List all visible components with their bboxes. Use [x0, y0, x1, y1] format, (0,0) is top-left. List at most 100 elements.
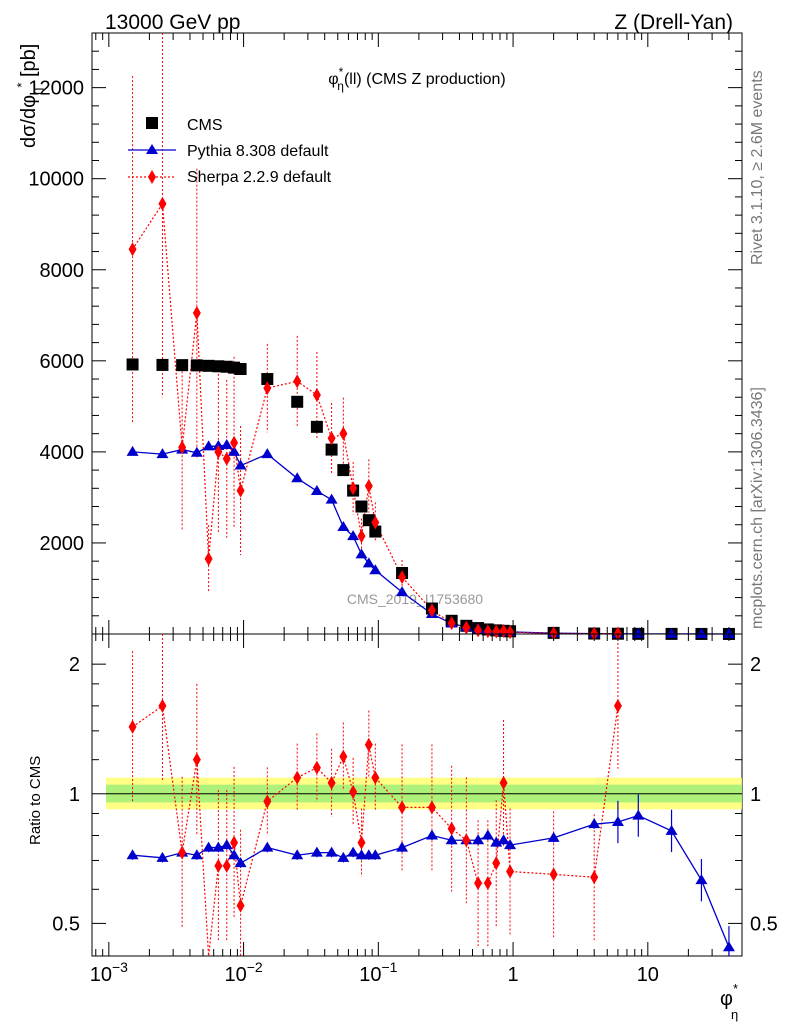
sherpa-point	[462, 620, 471, 635]
sherpa-ratio-point	[178, 845, 187, 860]
pythia-ratio-point	[665, 824, 678, 835]
pythia-point	[355, 548, 368, 559]
pythia-ratio-point	[504, 839, 517, 850]
pythia-point	[261, 448, 274, 459]
cms-point	[310, 420, 323, 433]
pythia-ratio-point	[310, 846, 323, 857]
sherpa-ratio-point	[499, 775, 508, 790]
sherpa-ratio-point	[312, 760, 321, 775]
sherpa-ratio-point	[128, 719, 137, 734]
pythia-ratio-point	[325, 846, 338, 857]
ratio-y-tick-label: 2	[750, 654, 761, 676]
pythia-point	[722, 627, 735, 638]
sherpa-ratio-point	[506, 864, 515, 879]
sherpa-point	[263, 381, 272, 396]
cms-point	[337, 464, 350, 477]
sherpa-point	[312, 387, 321, 402]
sherpa-point	[349, 481, 358, 496]
sherpa-ratio-point	[447, 821, 456, 836]
mcplots-reference-text: mcplots.cern.ch [arXiv:1306.3436]	[749, 387, 766, 629]
sherpa-ratio-point	[371, 770, 380, 785]
y-tick-label: 2000	[40, 533, 85, 555]
y-tick-label: 6000	[40, 351, 85, 373]
sherpa-ratio-point	[158, 698, 167, 713]
y-tick-label: 12000	[28, 78, 84, 100]
sherpa-point	[506, 625, 515, 640]
cms-point	[202, 359, 215, 372]
ratio-y-tick-label: 1	[69, 784, 80, 806]
pythia-point	[665, 627, 678, 638]
cms-point	[126, 358, 139, 371]
sherpa-ratio-point	[462, 833, 471, 848]
pythia-ratio-point	[547, 831, 560, 842]
sherpa-point	[158, 196, 167, 211]
sherpa-point	[236, 483, 245, 498]
y-tick-label: 4000	[40, 442, 85, 464]
main-panel-title: φ* η(ll) (CMS Z production)	[328, 65, 506, 93]
sherpa-ratio-point	[590, 870, 599, 885]
pythia-point	[156, 448, 169, 459]
sherpa-ratio-point	[492, 856, 501, 871]
sherpa-ratio-point	[549, 867, 558, 882]
pythia-ratio-point	[156, 851, 169, 862]
cms-point	[355, 500, 368, 513]
cms-point	[325, 443, 338, 456]
pythia-ratio-point	[126, 849, 139, 860]
pythia-point	[369, 564, 382, 575]
sherpa-point	[204, 551, 213, 566]
ratio-y-tick-label: 0.5	[750, 913, 778, 935]
sherpa-point	[214, 444, 223, 459]
pythia-ratio-point	[695, 874, 708, 885]
legend-pythia-marker	[146, 144, 158, 154]
pythia-ratio-point	[228, 849, 241, 860]
sherpa-ratio-point	[222, 858, 231, 873]
sherpa-ratio-point	[483, 876, 492, 891]
pythia-ratio-point	[497, 834, 510, 845]
sherpa-ratio-line	[132, 704, 619, 957]
sherpa-ratio-point	[474, 876, 483, 891]
x-tick-label: 10−1	[359, 959, 397, 986]
x-tick-label: 10	[637, 964, 659, 986]
sherpa-point	[192, 306, 201, 321]
pythia-point	[325, 493, 338, 504]
cms-point	[291, 395, 304, 408]
sherpa-ratio-point	[236, 898, 245, 913]
legend: CMS Pythia 8.308 default Sherpa 2.2.9 de…	[128, 117, 332, 186]
legend-pythia-label: Pythia 8.308 default	[187, 143, 329, 160]
sherpa-ratio-point	[613, 698, 622, 713]
legend-sherpa-label: Sherpa 2.2.9 default	[187, 169, 332, 186]
sherpa-ratio-point	[192, 752, 201, 767]
sherpa-ratio-point	[230, 835, 239, 850]
sherpa-point	[178, 440, 187, 455]
pythia-ratio-point	[632, 809, 645, 820]
pythia-ratio-point	[472, 834, 485, 845]
pythia-ratio-point	[261, 841, 274, 852]
cms-point	[156, 358, 169, 371]
legend-sherpa-marker	[148, 170, 156, 184]
header-right-text: Z (Drell-Yan)	[614, 11, 733, 34]
sherpa-ratio-point	[357, 835, 366, 850]
sherpa-ratio-point	[327, 775, 336, 790]
sherpa-ratio-point	[293, 770, 302, 785]
sherpa-ratio-point	[214, 858, 223, 873]
pythia-ratio-point	[445, 834, 458, 845]
sherpa-ratio-point	[398, 800, 407, 815]
sherpa-point	[357, 529, 366, 544]
sherpa-line	[132, 201, 618, 635]
sherpa-point	[128, 242, 137, 257]
cms-point	[190, 359, 203, 372]
pythia-point	[310, 485, 323, 496]
cms-point	[369, 525, 382, 538]
pythia-point	[202, 440, 215, 451]
pythia-ratio-point	[588, 818, 601, 829]
pythia-ratio-point	[722, 941, 735, 952]
sherpa-point	[222, 451, 231, 466]
sherpa-ratio-point	[263, 794, 272, 809]
pythia-ratio-point	[347, 846, 360, 857]
sherpa-point	[427, 603, 436, 618]
pythia-ratio-point	[220, 839, 233, 850]
pythia-ratio-point	[481, 829, 494, 840]
ratio-y-tick-label: 0.5	[52, 913, 80, 935]
pythia-point	[695, 627, 708, 638]
